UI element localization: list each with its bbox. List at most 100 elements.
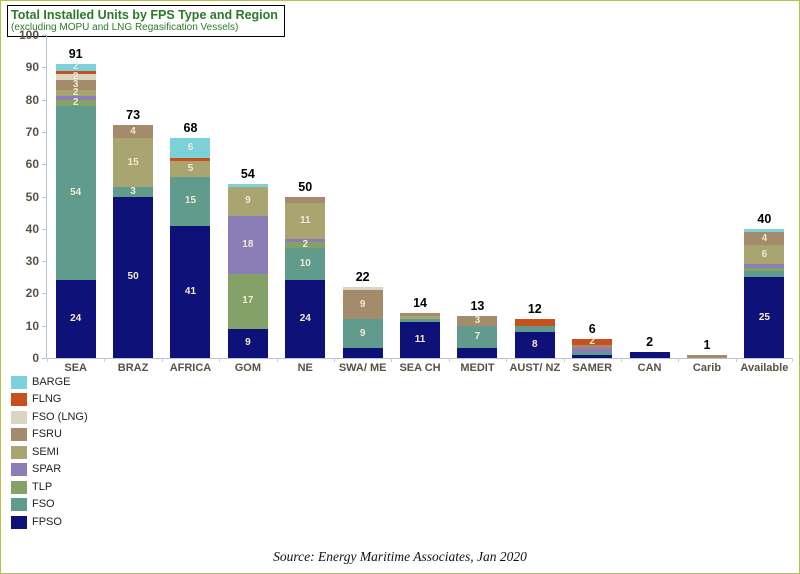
bar-stack: 41 15 5 6 bbox=[170, 138, 211, 358]
segment-value-label: 7 bbox=[474, 331, 481, 342]
x-category-label: NE bbox=[297, 362, 313, 374]
bar-segment bbox=[400, 316, 441, 320]
y-tick-label: 80 bbox=[25, 92, 39, 107]
bar-segment: 9 bbox=[342, 290, 383, 320]
bars-container: 24 54 2 2 3 2 2 91 SEA 50 3 15 4 73 BRAZ 41 15 5 6 68 AFRICA… bbox=[47, 35, 794, 374]
x-category-label: MEDIT bbox=[460, 362, 495, 374]
y-tick-label: 90 bbox=[25, 60, 39, 75]
segment-value-label: 15 bbox=[184, 195, 197, 207]
segment-value-label: 25 bbox=[758, 311, 770, 323]
x-tick-mark bbox=[563, 358, 565, 362]
bar-segment bbox=[744, 228, 785, 233]
segment-value-label: 2 bbox=[72, 87, 79, 99]
segment-value-label: 11 bbox=[414, 334, 426, 346]
bar-slot: 41 15 5 6 68 AFRICA bbox=[161, 35, 219, 374]
legend-item: FSRU bbox=[11, 428, 88, 442]
x-category-label: BRAZ bbox=[117, 362, 149, 374]
chart-title: Total Installed Units by FPS Type and Re… bbox=[11, 8, 278, 22]
segment-value-label: 15 bbox=[127, 156, 139, 168]
bar-segment: 6 bbox=[170, 138, 211, 158]
y-tick-mark bbox=[42, 99, 47, 101]
legend-swatch-fsru bbox=[11, 428, 27, 441]
x-tick-mark bbox=[506, 358, 508, 362]
legend-item: BARGE bbox=[11, 375, 88, 389]
y-tick-label: 30 bbox=[25, 254, 39, 269]
legend-swatch-spar bbox=[11, 463, 27, 476]
bar-stack: 9 17 18 9 bbox=[227, 183, 268, 358]
bar-stack: 11 bbox=[400, 312, 441, 358]
bar-segment: 18 bbox=[227, 215, 268, 275]
bar-segment bbox=[227, 183, 268, 187]
bar-total-label: 2 bbox=[646, 334, 654, 349]
segment-value-label: 4 bbox=[761, 232, 768, 244]
y-tick-mark bbox=[42, 164, 47, 166]
bar-segment bbox=[572, 351, 613, 355]
x-tick-mark bbox=[333, 358, 335, 362]
y-tick-label: 20 bbox=[25, 286, 39, 301]
bar-segment bbox=[170, 157, 211, 161]
bar-total-label: 12 bbox=[527, 302, 542, 317]
segment-value-label: 10 bbox=[299, 258, 311, 270]
legend-swatch-fso bbox=[11, 498, 27, 511]
bar-segment bbox=[514, 325, 555, 333]
y-tick-mark bbox=[42, 261, 47, 263]
bar-segment bbox=[400, 319, 441, 323]
legend-label: SPAR bbox=[32, 463, 62, 475]
segment-value-label: 9 bbox=[245, 195, 251, 207]
x-tick-mark bbox=[161, 358, 163, 362]
legend-label: FSRU bbox=[32, 428, 62, 440]
bar-segment bbox=[457, 348, 498, 358]
legend-item: TLP bbox=[11, 480, 88, 494]
legend: BARGE FLNG FSO (LNG) FSRU SEMI SPAR TLP FSO FPSO bbox=[11, 375, 88, 533]
legend-label: SEMI bbox=[32, 445, 59, 458]
bar-segment bbox=[514, 319, 555, 326]
segment-value-label: 2 bbox=[589, 335, 595, 347]
x-category-label: SAMER bbox=[572, 362, 613, 374]
bar-segment: 7 bbox=[457, 325, 498, 349]
bar-segment: 25 bbox=[744, 277, 785, 358]
bar-segment: 2 bbox=[55, 71, 96, 83]
bar-slot: 8 12 AUST/ NZ bbox=[506, 35, 563, 374]
bar-total-label: 13 bbox=[470, 299, 485, 313]
segment-value-label: 2 bbox=[72, 61, 79, 73]
y-tick-mark bbox=[42, 293, 47, 295]
bar-segment bbox=[686, 354, 727, 358]
x-category-label: SEA CH bbox=[399, 362, 441, 374]
y-tick-mark bbox=[42, 67, 47, 69]
bar-total-label: 50 bbox=[298, 179, 313, 194]
segment-value-label: 2 bbox=[72, 71, 79, 83]
bar-total-label: 22 bbox=[355, 269, 370, 284]
legend-label: TLP bbox=[32, 480, 53, 493]
bar-total-label: 40 bbox=[757, 211, 772, 226]
bar-segment: 3 bbox=[55, 80, 96, 90]
segment-value-label: 41 bbox=[184, 285, 197, 297]
segment-value-label: 24 bbox=[299, 313, 311, 325]
segment-value-label: 11 bbox=[299, 214, 311, 226]
bar-segment: 2 bbox=[285, 239, 326, 249]
bar-segment: 10 bbox=[285, 248, 326, 281]
legend-swatch-fso-lng- bbox=[11, 410, 27, 424]
bar-segment bbox=[572, 354, 613, 358]
bar-total-label: 68 bbox=[183, 121, 198, 136]
bar-segment: 2 bbox=[572, 335, 613, 347]
bar-total-label: 54 bbox=[240, 166, 255, 181]
bar-segment: 2 bbox=[55, 96, 96, 108]
x-category-label: AUST/ NZ bbox=[509, 362, 561, 374]
bar-slot: 24 54 2 2 3 2 2 91 SEA bbox=[47, 35, 104, 374]
segment-value-label: 24 bbox=[70, 313, 82, 325]
y-tick-label: 10 bbox=[25, 318, 39, 333]
x-tick-mark bbox=[735, 358, 737, 362]
bar-segment: 17 bbox=[227, 274, 268, 329]
segment-value-label: 9 bbox=[245, 337, 251, 349]
y-tick-label: 50 bbox=[25, 189, 39, 204]
bar-segment: 9 bbox=[227, 328, 268, 358]
bar-segment bbox=[744, 264, 785, 268]
bar-slot: 9 17 18 9 54 GOM bbox=[219, 35, 276, 374]
bar-segment bbox=[55, 96, 96, 100]
segment-value-label: 2 bbox=[72, 96, 79, 108]
y-tick-label: 40 bbox=[25, 221, 39, 236]
bar-segment: 24 bbox=[55, 280, 96, 358]
y-tick-mark bbox=[42, 35, 47, 36]
